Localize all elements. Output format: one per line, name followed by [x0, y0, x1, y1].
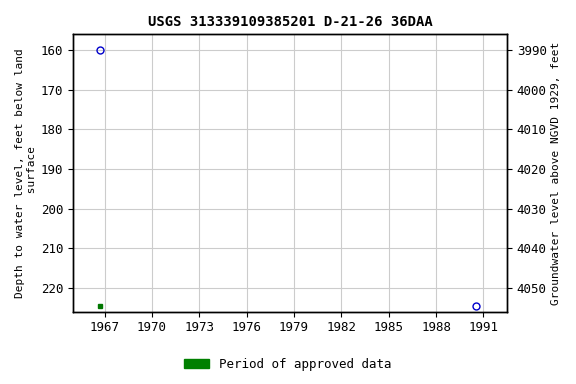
- Title: USGS 313339109385201 D-21-26 36DAA: USGS 313339109385201 D-21-26 36DAA: [147, 15, 433, 29]
- Y-axis label: Depth to water level, feet below land
 surface: Depth to water level, feet below land su…: [15, 48, 37, 298]
- Legend: Period of approved data: Period of approved data: [179, 353, 397, 376]
- Y-axis label: Groundwater level above NGVD 1929, feet: Groundwater level above NGVD 1929, feet: [551, 41, 561, 305]
